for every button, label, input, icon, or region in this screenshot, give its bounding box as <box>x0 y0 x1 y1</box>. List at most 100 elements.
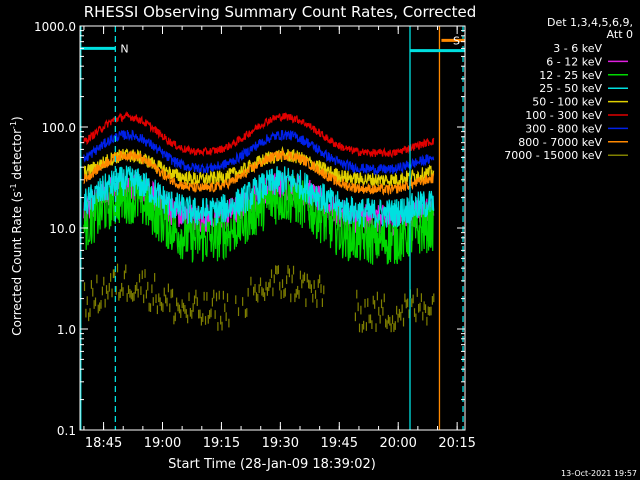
series-8 <box>83 263 435 333</box>
series-8-mark <box>364 298 366 308</box>
series-8-mark <box>173 315 175 325</box>
series-8-mark <box>310 284 313 293</box>
series-8-mark <box>277 265 280 274</box>
x-tick-label-0: 18:45 <box>85 436 122 451</box>
series-8-mark <box>140 286 142 295</box>
series-8-mark <box>96 274 98 284</box>
series-8-mark <box>132 293 134 302</box>
series-8-mark <box>176 297 178 307</box>
series-8-mark <box>423 301 425 311</box>
series-8-mark <box>259 277 262 287</box>
series-8-mark <box>323 285 325 295</box>
series-8-mark <box>405 299 407 309</box>
series-8-mark <box>187 314 189 324</box>
series-8-mark <box>411 298 413 308</box>
series-8-mark <box>196 297 198 306</box>
series-8-mark <box>281 279 284 288</box>
series-8-mark <box>292 265 295 275</box>
legend-label-3: 25 - 50 keV <box>539 82 602 95</box>
legend-label-5: 100 - 300 keV <box>525 109 602 122</box>
series-8-mark <box>224 303 226 313</box>
legend-label-6: 300 - 800 keV <box>525 122 602 135</box>
series-8-mark <box>134 284 137 294</box>
series-8-mark <box>141 270 143 280</box>
series-8-mark <box>371 320 373 330</box>
series-8-mark <box>221 321 223 331</box>
series-8-mark <box>320 284 322 293</box>
series-8-mark <box>170 289 172 299</box>
series-8-mark <box>430 306 432 316</box>
y-tick-label-4: 0.1 <box>57 424 76 438</box>
series-8-mark <box>97 304 99 314</box>
series-8-mark <box>122 287 124 296</box>
series-8-mark <box>284 287 286 297</box>
series-8-mark <box>86 296 88 306</box>
series-8-mark <box>118 292 120 301</box>
x-tick-label-3: 19:30 <box>262 436 299 451</box>
series-8-mark <box>220 315 222 325</box>
series-7-line <box>83 148 435 196</box>
series-8-mark <box>262 288 264 298</box>
series-8-mark <box>191 310 193 319</box>
series-8-mark <box>185 309 187 318</box>
series-8-mark <box>261 286 263 296</box>
series-8-mark <box>89 308 91 317</box>
series-8-mark <box>195 289 197 299</box>
series-8-mark <box>402 317 405 327</box>
series-8-mark <box>90 280 93 289</box>
series-8-mark <box>182 302 185 312</box>
series-8-mark <box>264 292 266 301</box>
series-8-mark <box>412 294 414 304</box>
series-8-mark <box>242 297 244 306</box>
series-8-mark <box>309 280 311 289</box>
series-8-mark <box>308 279 310 289</box>
series-8-mark <box>166 297 168 307</box>
series-8-mark <box>270 269 273 279</box>
series-8-mark <box>265 281 267 291</box>
series-8-mark <box>268 282 270 291</box>
series-8-mark <box>290 293 292 303</box>
series-8-mark <box>295 288 297 298</box>
series-8-mark <box>138 273 141 283</box>
series-layer <box>83 110 435 333</box>
series-8-mark <box>163 287 165 297</box>
x-tick-label-1: 19:00 <box>144 436 181 451</box>
series-8-mark <box>358 323 361 333</box>
series-8-mark <box>367 298 369 307</box>
y-axis-label: Corrected Count Rate (s-1 detector-1) <box>9 116 24 335</box>
series-8-mark <box>114 269 116 278</box>
series-8-mark <box>275 265 277 275</box>
series-8-mark <box>429 306 431 316</box>
series-8-mark <box>108 282 110 292</box>
series-8-mark <box>174 312 176 322</box>
y-tick-label-3: 1.0 <box>57 323 76 337</box>
series-8-mark <box>199 309 201 319</box>
series-8-mark <box>235 295 237 305</box>
series-8-mark <box>401 304 403 314</box>
series-8-mark <box>280 290 282 300</box>
series-8-mark <box>299 270 302 280</box>
series-8-mark <box>125 264 127 274</box>
series-8-mark <box>400 311 402 321</box>
series-8-mark <box>217 322 219 331</box>
series-8-mark <box>433 293 435 303</box>
flag-label-1: S <box>453 34 460 47</box>
series-8-mark <box>394 321 396 330</box>
series-8-mark <box>181 299 183 309</box>
series-8-mark <box>143 294 145 304</box>
series-8-mark <box>316 299 318 308</box>
series-8-mark <box>273 274 275 284</box>
x-tick-label-2: 19:15 <box>203 436 240 451</box>
series-8-mark <box>160 301 163 311</box>
series-8-mark <box>389 316 391 326</box>
series-8-mark <box>365 322 368 331</box>
series-8-mark <box>104 298 106 308</box>
series-8-mark <box>100 300 102 309</box>
series-8-mark <box>121 282 123 292</box>
series-8-mark <box>375 323 377 332</box>
series-8-mark <box>378 306 380 316</box>
series-8-mark <box>85 308 87 318</box>
series-8-mark <box>313 280 315 289</box>
y-tick-label-0: 1000.0 <box>34 20 76 34</box>
